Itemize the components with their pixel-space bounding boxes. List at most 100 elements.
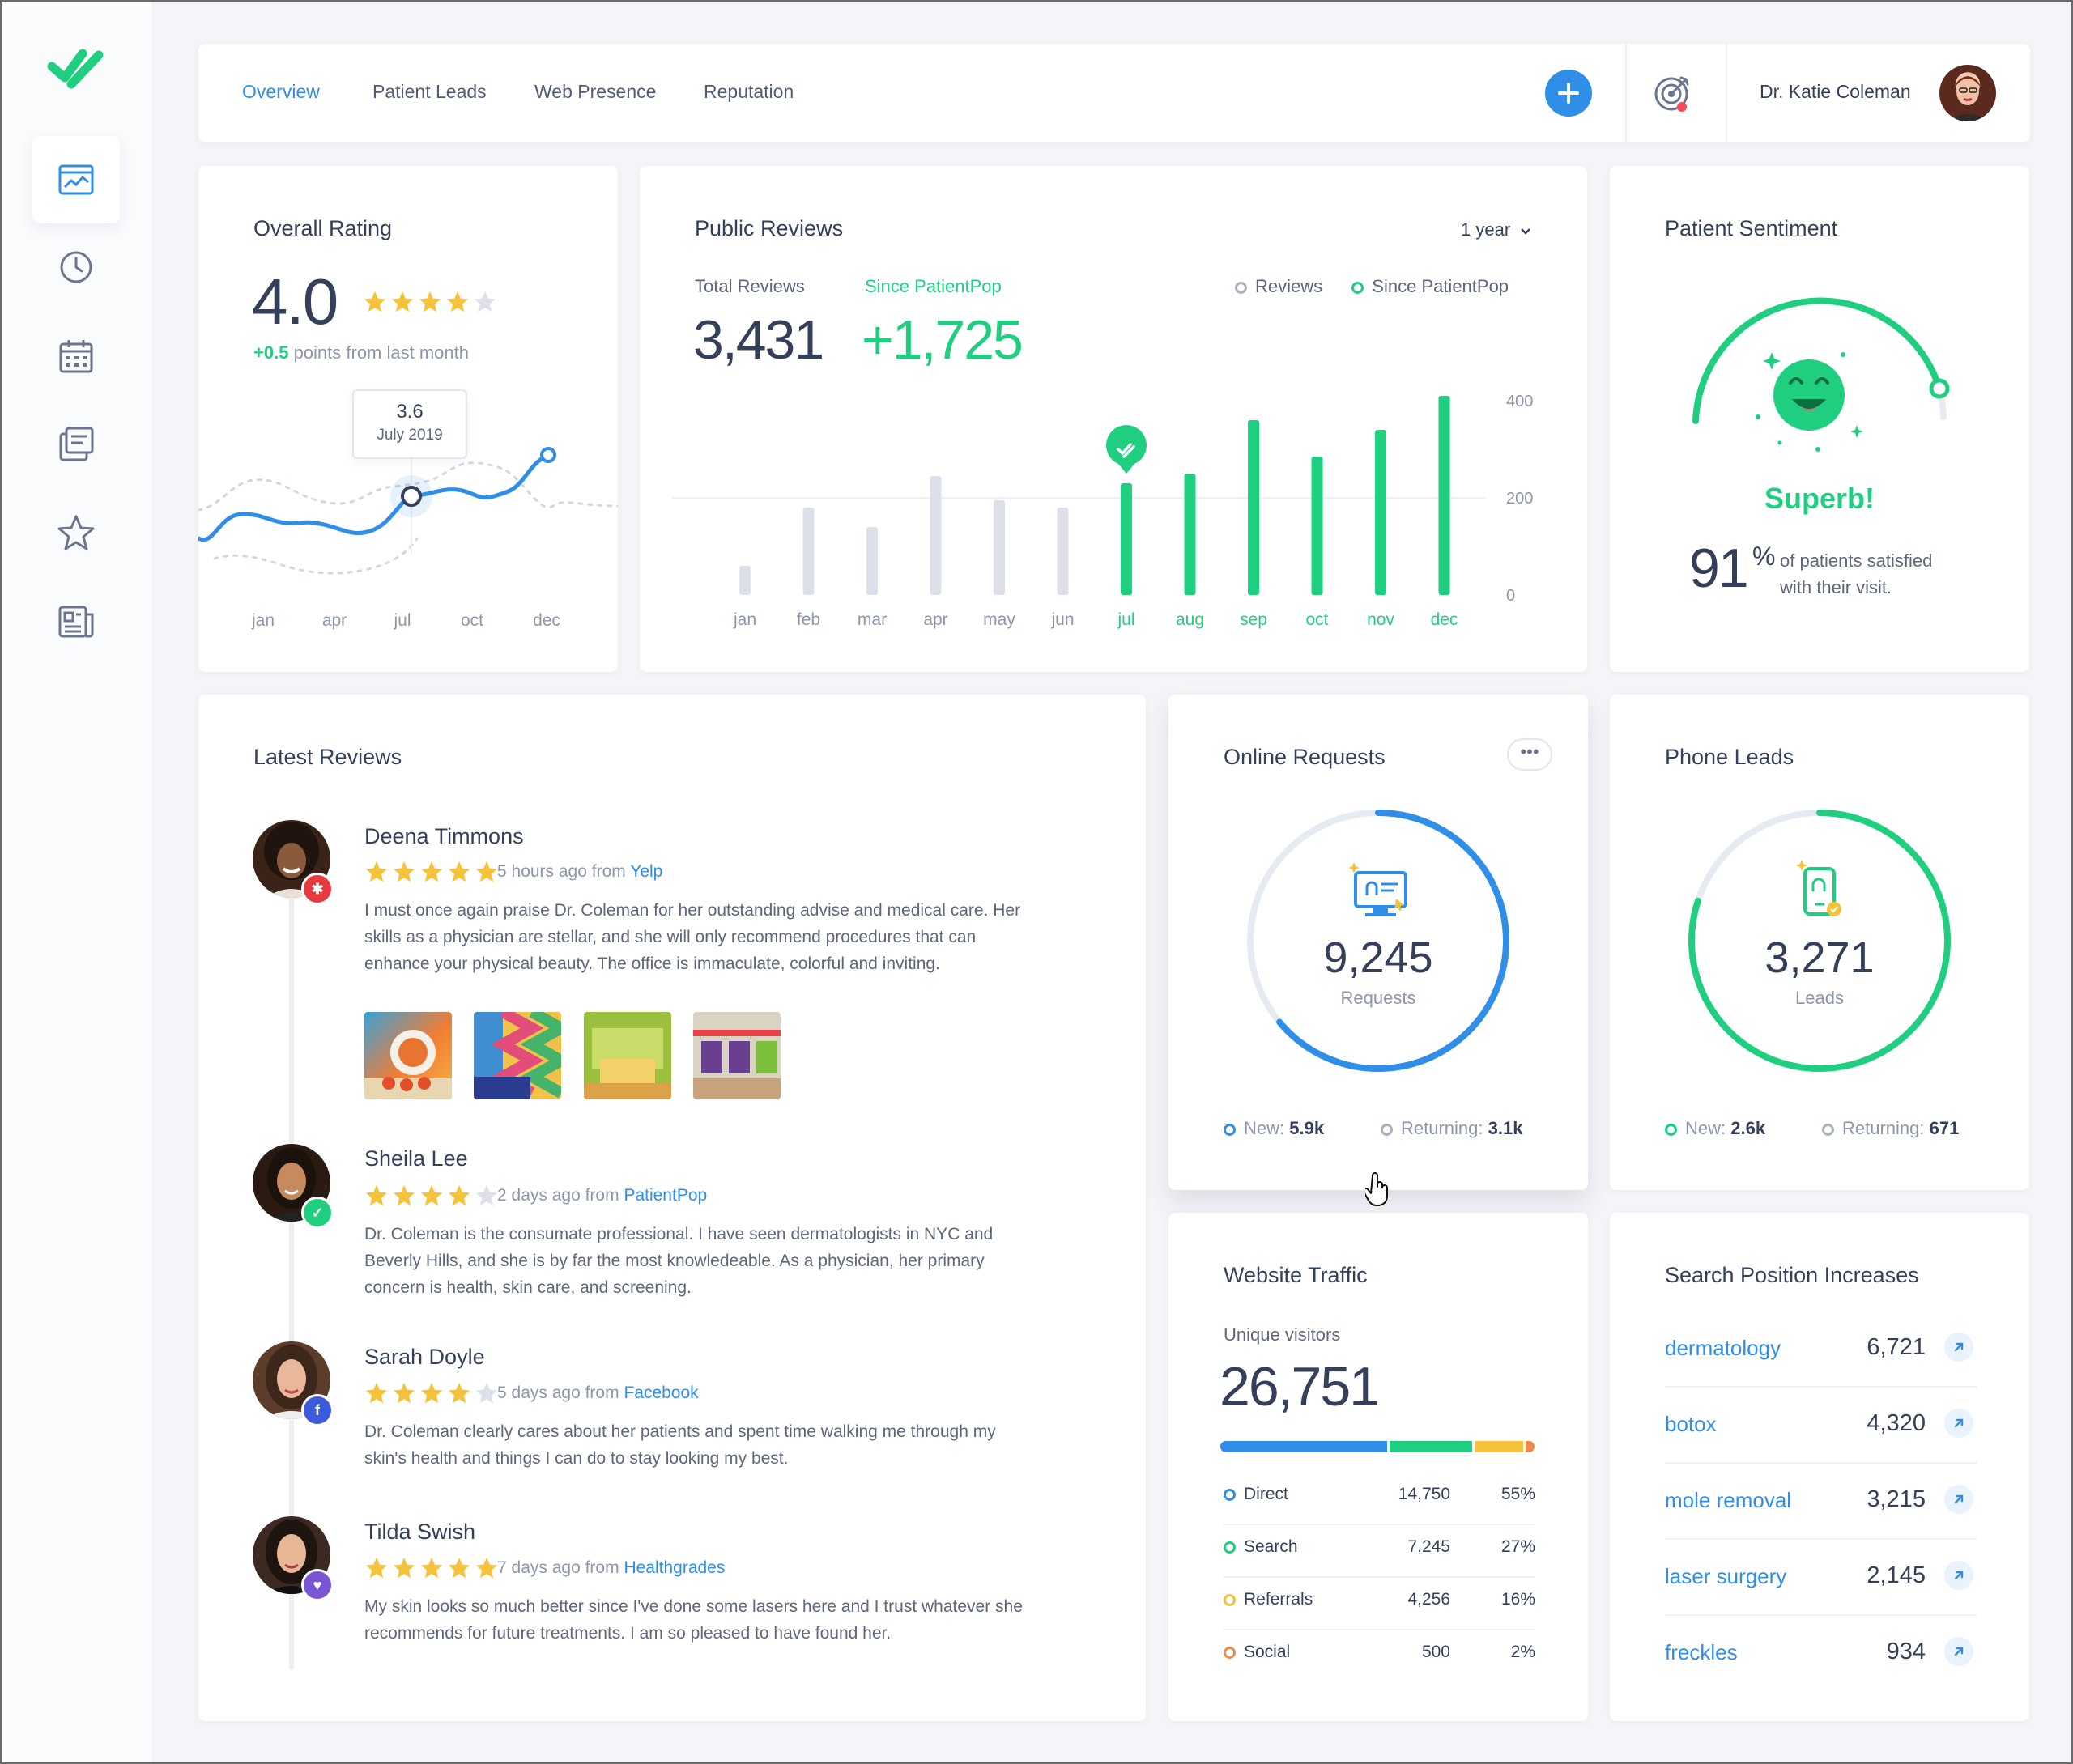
- bar-since-patientpop[interactable]: [1438, 396, 1450, 595]
- chevron-down-icon: [1521, 228, 1531, 235]
- review-source-link[interactable]: Healthgrades: [624, 1558, 726, 1577]
- traffic-value: 26,751: [1220, 1356, 1380, 1418]
- star-filled-icon: [448, 1382, 470, 1404]
- review-stars: [364, 860, 499, 884]
- user-name[interactable]: Dr. Katie Coleman: [1760, 81, 1911, 102]
- review-source-link[interactable]: Facebook: [624, 1384, 699, 1402]
- traffic-dot: [1224, 1646, 1236, 1659]
- bar-reviews[interactable]: [994, 500, 1005, 595]
- search-term-link[interactable]: freckles: [1665, 1640, 1738, 1664]
- sentiment-label: Superb!: [1764, 482, 1875, 515]
- reviewer-avatar[interactable]: [253, 1144, 330, 1222]
- phone-icon: [1796, 860, 1841, 916]
- nav-calendar[interactable]: [32, 312, 120, 400]
- add-button[interactable]: [1545, 70, 1592, 117]
- bar-reviews[interactable]: [739, 566, 751, 595]
- card-title: Website Traffic: [1224, 1263, 1368, 1287]
- bar-since-patientpop[interactable]: [1311, 457, 1323, 595]
- star-filled-icon: [446, 291, 469, 312]
- public-reviews-bar-chart: 0 200 400 jan feb mar apr may jun jul aug sep oct nov…: [672, 393, 1533, 629]
- bar-reviews[interactable]: [866, 527, 878, 595]
- star-filled-icon: [393, 1184, 415, 1206]
- review-photo[interactable]: [693, 1012, 781, 1099]
- review-time: 5 days ago from: [497, 1384, 619, 1402]
- more-options-button[interactable]: •••: [1507, 738, 1552, 771]
- nav-news[interactable]: [32, 578, 120, 665]
- star-filled-icon: [365, 1557, 388, 1579]
- period-dropdown[interactable]: 1 year: [1461, 219, 1531, 240]
- rating-value: 4.0: [252, 266, 338, 338]
- star-empty-icon: [474, 291, 496, 312]
- reviewer-avatar[interactable]: [253, 1516, 330, 1594]
- star-filled-icon: [365, 861, 388, 882]
- bar-reviews[interactable]: [930, 476, 942, 595]
- bar-since-patientpop[interactable]: [1121, 483, 1132, 595]
- nav-history[interactable]: [32, 223, 120, 311]
- bar-since-patientpop[interactable]: [1248, 420, 1259, 595]
- online-requests-card[interactable]: Online Requests ••• 9,245 Requests New: …: [1168, 695, 1588, 1190]
- star-filled-icon: [420, 1184, 443, 1206]
- phone-leads-card: Phone Leads 3,271 Leads New: 2.6k Return…: [1610, 695, 2029, 1190]
- bar-reviews[interactable]: [802, 508, 815, 595]
- star-empty-icon: [475, 1184, 498, 1206]
- nav-dashboard[interactable]: [32, 136, 120, 223]
- bar-since-patientpop[interactable]: [1375, 430, 1386, 595]
- reviewer-name: Deena Timmons: [364, 824, 524, 848]
- traffic-dot: [1224, 1593, 1236, 1606]
- star-filled-icon: [420, 1557, 443, 1579]
- tab-reputation[interactable]: Reputation: [704, 81, 794, 102]
- traffic-count: 14,750: [1398, 1485, 1450, 1503]
- search-term-link[interactable]: botox: [1665, 1412, 1717, 1436]
- legend-reviews-dot: [1235, 281, 1247, 294]
- bar-since-patientpop[interactable]: [1184, 474, 1196, 595]
- bar-reviews[interactable]: [1057, 508, 1069, 595]
- search-position-row: laser surgery 2,145: [1665, 1561, 1977, 1596]
- review-photo[interactable]: [584, 1012, 671, 1099]
- search-increase-value: 934: [1886, 1639, 1926, 1664]
- returning-dot: [1381, 1123, 1393, 1136]
- traffic-percent: 2%: [1510, 1643, 1535, 1661]
- nav-forms[interactable]: [32, 400, 120, 487]
- traffic-segment: [1474, 1441, 1523, 1452]
- patientpop-logo[interactable]: [47, 45, 107, 92]
- x-axis-label: jan: [251, 611, 275, 630]
- star-filled-icon: [420, 861, 443, 882]
- review-stars: [364, 1556, 499, 1580]
- sentiment-percent-sign: %: [1752, 542, 1776, 571]
- nav-reviews[interactable]: [32, 489, 120, 576]
- search-term-link[interactable]: dermatology: [1665, 1336, 1781, 1360]
- rating-tooltip: 3.6 July 2019: [352, 389, 467, 459]
- tab-patient-leads[interactable]: Patient Leads: [372, 81, 487, 102]
- reviewer-name: Sarah Doyle: [364, 1345, 485, 1369]
- open-term-button[interactable]: [1944, 1333, 1973, 1362]
- open-term-button[interactable]: [1944, 1409, 1973, 1438]
- x-tick-label: sep: [1240, 610, 1267, 629]
- x-tick-label: may: [983, 610, 1015, 629]
- user-avatar[interactable]: [1939, 65, 1996, 121]
- search-term-link[interactable]: laser surgery: [1665, 1564, 1787, 1588]
- review-photo[interactable]: [364, 1012, 452, 1099]
- x-tick-label: apr: [923, 610, 947, 629]
- search-term-link[interactable]: mole removal: [1665, 1488, 1792, 1512]
- traffic-label: Referrals: [1244, 1590, 1313, 1609]
- row-divider: [1665, 1538, 1977, 1540]
- tab-web-presence[interactable]: Web Presence: [534, 81, 657, 102]
- star-filled-icon: [364, 291, 386, 312]
- tab-overview[interactable]: Overview: [242, 81, 320, 102]
- search-position-row: dermatology 6,721: [1665, 1333, 1977, 1368]
- rating-trend-chart: [198, 425, 618, 575]
- traffic-percent: 16%: [1500, 1590, 1535, 1609]
- open-term-button[interactable]: [1944, 1561, 1973, 1590]
- review-source-link[interactable]: PatientPop: [624, 1186, 708, 1205]
- patientpop-icon: ✓: [301, 1197, 334, 1229]
- card-title: Patient Sentiment: [1665, 216, 1838, 240]
- goals-button[interactable]: [1652, 73, 1694, 115]
- open-term-button[interactable]: [1944, 1485, 1973, 1514]
- review-photo[interactable]: [474, 1012, 561, 1099]
- patientpop-marker-icon: [1106, 425, 1147, 474]
- review-source-link[interactable]: Yelp: [630, 862, 663, 881]
- total-reviews-label: Total Reviews: [695, 276, 805, 296]
- open-term-button[interactable]: [1944, 1637, 1973, 1666]
- search-increase-value: 3,215: [1867, 1486, 1926, 1512]
- reviewer-name: Sheila Lee: [364, 1146, 468, 1171]
